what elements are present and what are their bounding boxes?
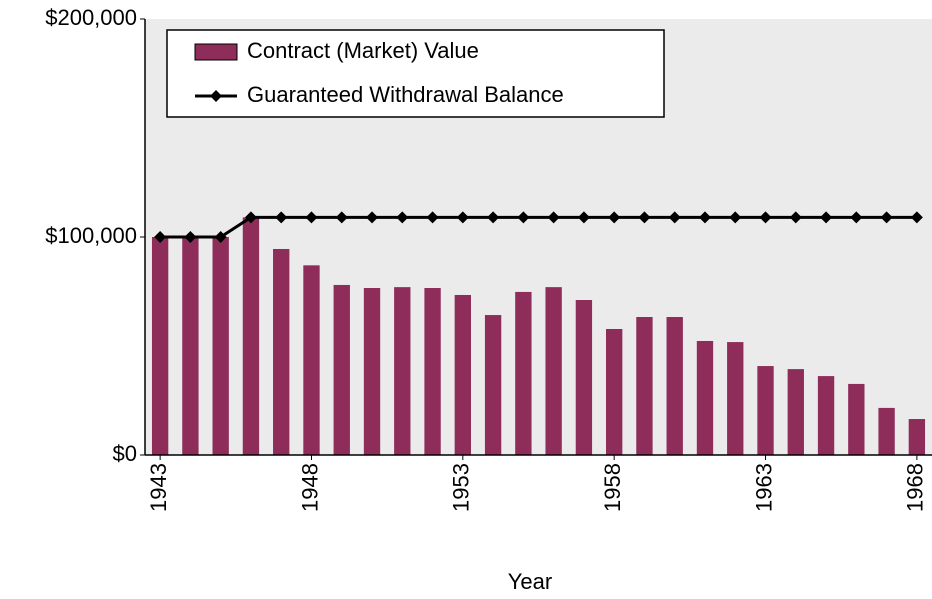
bar bbox=[787, 369, 804, 455]
marker bbox=[880, 211, 893, 224]
bar bbox=[484, 315, 502, 455]
marker bbox=[366, 211, 379, 224]
bar bbox=[908, 419, 926, 455]
x-tick-label: 1958 bbox=[600, 463, 625, 512]
bar bbox=[636, 317, 653, 455]
x-tick-label: 1968 bbox=[903, 463, 928, 512]
bar bbox=[333, 284, 350, 455]
bar bbox=[363, 288, 381, 455]
marker bbox=[729, 211, 742, 224]
marker bbox=[789, 211, 802, 224]
marker bbox=[335, 211, 348, 224]
bar bbox=[151, 237, 169, 455]
bar bbox=[575, 300, 593, 455]
marker bbox=[456, 211, 469, 224]
legend: Contract (Market) Value Guaranteed Withdr… bbox=[166, 29, 665, 118]
marker bbox=[668, 211, 681, 224]
bar bbox=[394, 287, 411, 455]
legend-label: Guaranteed Withdrawal Balance bbox=[247, 82, 564, 107]
bar bbox=[666, 317, 683, 455]
marker bbox=[608, 211, 621, 224]
marker bbox=[759, 211, 772, 224]
marker bbox=[214, 231, 227, 243]
marker bbox=[910, 211, 923, 224]
bar bbox=[817, 376, 835, 455]
bar bbox=[545, 287, 562, 455]
marker bbox=[820, 211, 833, 224]
marker bbox=[244, 211, 257, 224]
marker bbox=[426, 211, 439, 224]
marker bbox=[638, 211, 651, 224]
bar bbox=[273, 248, 290, 455]
legend-label: Contract (Market) Value bbox=[247, 38, 479, 63]
x-tick-label: 1963 bbox=[751, 463, 776, 512]
bar bbox=[454, 294, 471, 455]
x-tick-label: 1953 bbox=[449, 463, 474, 512]
bar bbox=[606, 328, 623, 455]
bar bbox=[878, 407, 895, 455]
marker bbox=[577, 211, 590, 224]
y-tick-label: $200,000 bbox=[45, 5, 137, 30]
x-axis-label: Year bbox=[508, 569, 552, 594]
y-tick-label: $100,000 bbox=[45, 223, 137, 248]
marker bbox=[154, 231, 167, 243]
bar bbox=[757, 366, 774, 455]
legend-swatch bbox=[194, 43, 238, 61]
bar bbox=[303, 265, 320, 455]
x-tick-label: 1943 bbox=[146, 463, 171, 512]
bar bbox=[242, 217, 260, 455]
bar bbox=[848, 383, 865, 455]
marker bbox=[547, 211, 560, 224]
marker bbox=[305, 211, 318, 224]
x-tick-label: 1948 bbox=[297, 463, 322, 512]
marker bbox=[487, 211, 500, 224]
marker bbox=[517, 211, 530, 224]
bar bbox=[212, 237, 229, 455]
bar bbox=[727, 342, 744, 455]
marker bbox=[184, 231, 197, 243]
legend-box bbox=[166, 29, 665, 118]
bar bbox=[696, 340, 714, 455]
bar bbox=[515, 291, 532, 455]
legend-marker bbox=[210, 90, 222, 102]
bar bbox=[424, 288, 441, 455]
marker bbox=[698, 211, 711, 224]
bar bbox=[182, 237, 199, 455]
y-tick-label: $0 bbox=[113, 441, 137, 466]
marker bbox=[275, 211, 288, 224]
marker bbox=[850, 211, 863, 224]
marker bbox=[396, 211, 409, 224]
